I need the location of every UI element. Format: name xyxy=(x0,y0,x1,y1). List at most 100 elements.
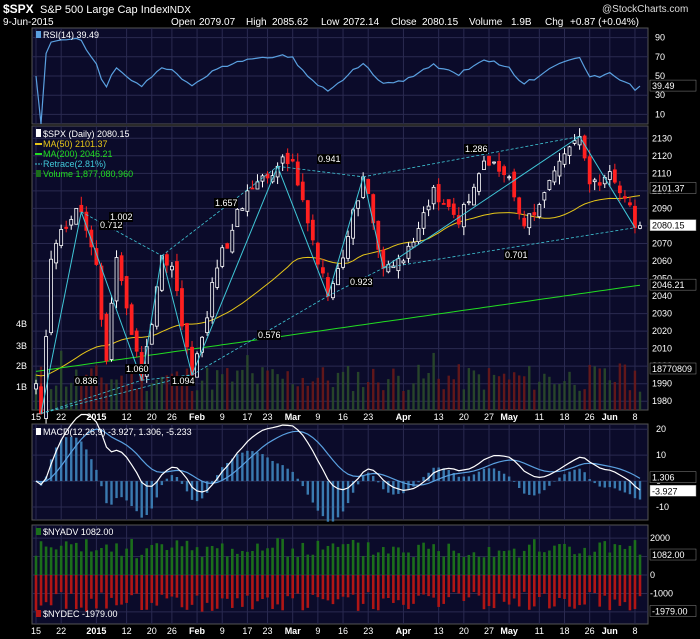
macd-hist-bar xyxy=(49,459,53,482)
x-axis-label-bottom: Jun xyxy=(602,626,618,636)
macd-hist-bar xyxy=(482,468,486,482)
macd-hist-bar xyxy=(573,469,576,482)
macd-hist-bar xyxy=(175,476,179,482)
macd-hist-bar xyxy=(548,481,551,486)
nydec-value-tag: -1979.00 xyxy=(652,607,688,617)
high-label: High xyxy=(246,17,267,28)
close-value: 2080.15 xyxy=(422,17,459,28)
macd-hist-bar xyxy=(271,460,274,482)
x-axis-label-bottom: 17 xyxy=(242,626,252,636)
nydec-bar xyxy=(568,575,571,607)
ma50-value-tag-bg xyxy=(649,182,697,194)
nyadv-bar xyxy=(472,552,476,575)
nydec-bar xyxy=(563,575,566,599)
nydec-bar xyxy=(80,575,83,608)
nyadv-bar xyxy=(628,545,632,575)
retrace-label-bg xyxy=(214,198,238,208)
rsi-axis-label: 10 xyxy=(655,109,665,119)
macd-hist-bar xyxy=(598,481,601,487)
candle xyxy=(497,160,501,172)
macd-hist-bar xyxy=(412,481,415,487)
macd-hist-bar xyxy=(341,481,345,512)
volume-bar xyxy=(361,387,365,410)
ma50-value-tag: 2101.37 xyxy=(652,183,685,193)
nyadv-bar xyxy=(613,544,617,575)
volume-bar xyxy=(598,368,601,410)
macd-hist-bar xyxy=(190,481,194,500)
volume-bar xyxy=(613,381,617,410)
svg-text:MACD(12,26,9) -3.927, 1.306, -: MACD(12,26,9) -3.927, 1.306, -5.233 xyxy=(43,427,192,437)
candle xyxy=(587,156,592,185)
macd-hist-bar xyxy=(236,454,239,482)
candle xyxy=(607,171,612,180)
retrace-label-bg xyxy=(349,277,373,287)
macd-hist-bar xyxy=(628,481,632,495)
volume-bar xyxy=(523,376,526,410)
nyadv-bar xyxy=(573,554,576,575)
price-axis-label: 2120 xyxy=(652,151,672,161)
candle xyxy=(260,175,265,182)
nyadv-bar xyxy=(397,547,400,575)
macd-hist-bar xyxy=(538,481,541,494)
svg-text:RSI(14) 39.49: RSI(14) 39.49 xyxy=(43,30,99,40)
nydec-bar xyxy=(241,575,244,607)
volume-bar xyxy=(538,381,541,410)
nydec-bar xyxy=(583,575,586,605)
legend-ma200: MA(200) 2046.21 xyxy=(43,149,113,159)
macd-hist-bar xyxy=(100,481,103,487)
nydec-bar xyxy=(543,575,546,594)
macd-hist-bar xyxy=(623,481,627,493)
nydec-bar xyxy=(185,575,189,610)
retrace-dashed xyxy=(191,295,329,376)
macd-hist-bar xyxy=(205,481,209,493)
nydec-bar xyxy=(130,575,133,596)
nyadv-bar xyxy=(85,539,88,575)
retrace-dashed xyxy=(363,136,580,178)
nyadv-bar xyxy=(256,543,259,575)
nyadv-bar xyxy=(633,540,637,575)
macd-hist-bar xyxy=(613,481,617,489)
volume-bar xyxy=(85,374,88,410)
volume-bar xyxy=(135,388,138,410)
rsi-value-tag: 39.49 xyxy=(652,81,675,91)
nyadv-bar xyxy=(376,552,380,575)
x-axis-label: Apr xyxy=(396,412,412,422)
macd-hist-bar xyxy=(568,471,571,482)
retrace-label: 1.002 xyxy=(110,212,133,222)
volume-axis-label: 3B xyxy=(16,341,27,351)
macd-hist-bar xyxy=(462,476,466,482)
macd-hist-bar xyxy=(125,481,128,501)
nydec-bar xyxy=(417,575,420,596)
nydec-value-tag-bg xyxy=(649,605,697,617)
nyadv-bar xyxy=(512,548,516,575)
volume-bar xyxy=(356,371,360,410)
nyadv-bar xyxy=(115,543,118,575)
volume-bar xyxy=(216,370,219,410)
nyadv-bar xyxy=(467,554,471,575)
macd-hist-bar xyxy=(578,468,581,482)
volume-axis-label: 4B xyxy=(16,319,27,329)
nydec-bar xyxy=(638,575,642,597)
macd-hist-bar xyxy=(301,481,304,487)
nydec-bar xyxy=(306,575,310,608)
nydec-bar xyxy=(54,575,58,595)
volume-bar xyxy=(482,389,486,410)
x-axis-label-bottom: 23 xyxy=(263,626,273,636)
nyadv-bar xyxy=(517,557,521,575)
macd-hist-bar xyxy=(336,481,340,518)
macd-hist-bar xyxy=(351,481,355,493)
x-axis-label-bottom: 9 xyxy=(315,626,320,636)
x-axis-label-bottom: 13 xyxy=(434,626,444,636)
nydec-bar xyxy=(190,575,194,605)
retrace-label: 0.836 xyxy=(75,376,98,386)
volume-bar xyxy=(90,368,93,410)
volume-bar xyxy=(49,389,53,410)
candle xyxy=(109,302,114,360)
candle xyxy=(477,173,481,192)
nydec-bar xyxy=(507,575,511,605)
value-tags: 39.49 2101.37 2080.15 2046.21 18770809 1.306 -… xyxy=(649,79,697,617)
x-axis-label: 13 xyxy=(434,412,444,422)
price-legend: $SPX (Daily) 2080.15 MA(50) 2101.37 MA(2… xyxy=(35,129,133,179)
volume-bar xyxy=(583,389,586,410)
nyadv-bar xyxy=(598,542,602,575)
